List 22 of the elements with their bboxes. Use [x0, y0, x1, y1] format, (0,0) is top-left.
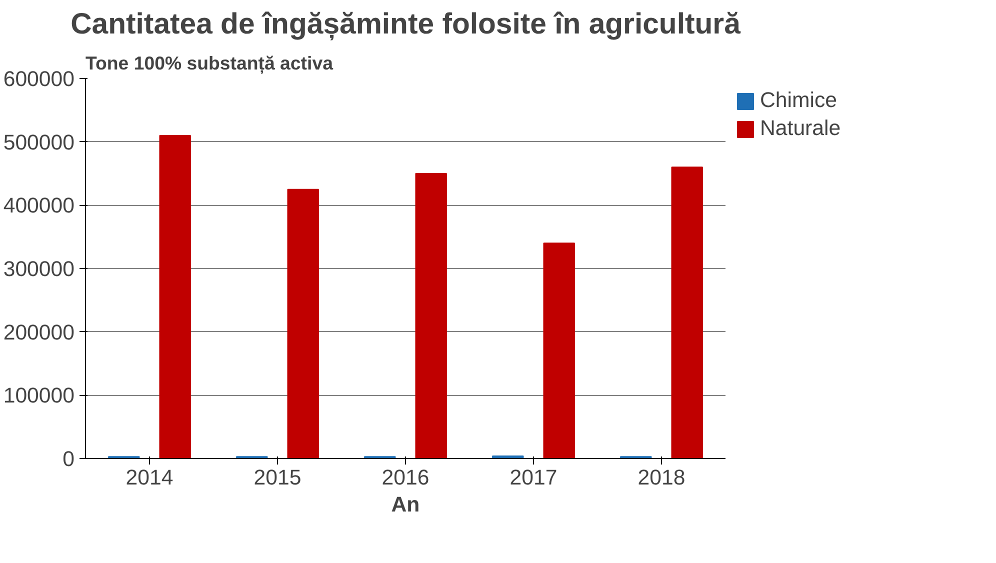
y-tick-label: 300000: [3, 257, 75, 281]
y-tick-label: 500000: [3, 130, 75, 154]
bar: [287, 188, 319, 458]
legend-label: Chimice: [760, 88, 838, 113]
y-axis-title: Tone 100% substanță activa: [86, 52, 334, 74]
bar: [415, 173, 447, 458]
x-axis-title: An: [391, 492, 420, 516]
legend-label: Naturale: [760, 116, 841, 141]
bar: [159, 135, 191, 458]
y-tick-label: 0: [62, 447, 75, 471]
y-tick-label: 600000: [3, 67, 75, 91]
x-tick-label: 2015: [254, 466, 302, 490]
x-tick-label: 2017: [510, 466, 558, 490]
chart-title: Cantitatea de îngășăminte folosite în agricultură: [70, 8, 742, 40]
y-tick-label: 200000: [3, 320, 75, 344]
x-tick-label: 2018: [638, 466, 686, 490]
bar: [671, 166, 703, 458]
x-tick-label: 2016: [382, 466, 430, 490]
bar: [543, 242, 575, 458]
y-tick-label: 100000: [3, 384, 75, 408]
y-tick-label: 400000: [3, 194, 75, 218]
x-tick-label: 2014: [126, 466, 174, 490]
